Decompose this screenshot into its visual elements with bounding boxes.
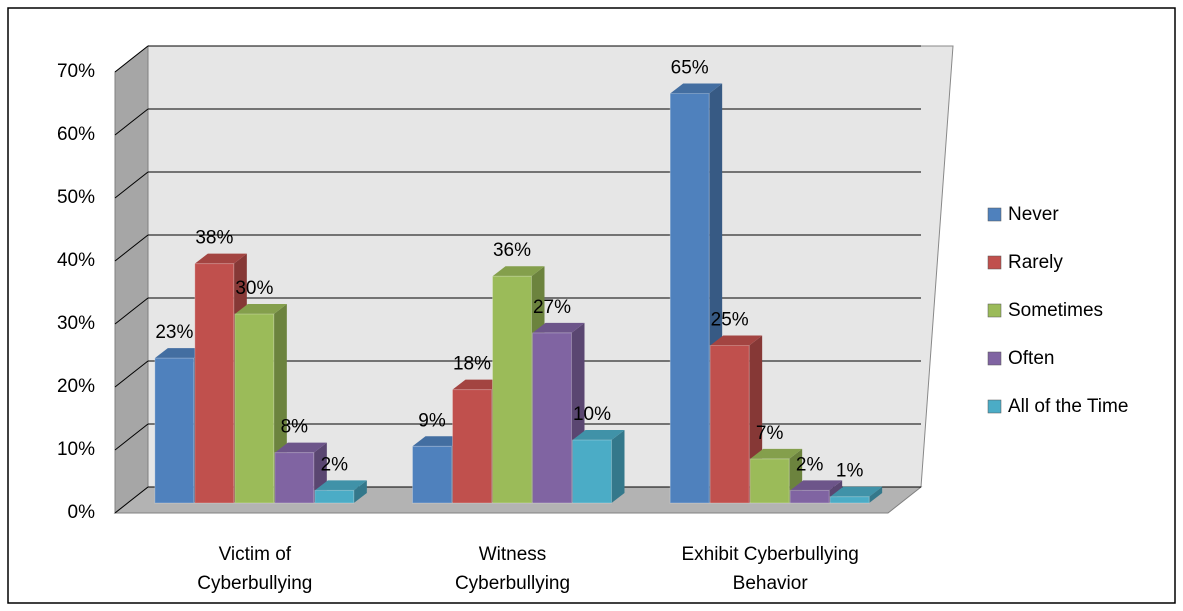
data-label: 27% [533, 297, 571, 318]
bar-top [194, 253, 247, 264]
bar-top [532, 322, 585, 333]
data-label: 23% [155, 322, 193, 343]
legend-swatch [987, 351, 1002, 366]
bar [234, 313, 275, 504]
legend-swatch [987, 399, 1002, 414]
bar-top [492, 266, 545, 277]
legend-label: Sometimes [1008, 300, 1103, 321]
grid-line-side [114, 234, 149, 262]
bar-top [710, 335, 763, 346]
bar-top [314, 480, 367, 491]
data-label: 38% [195, 228, 233, 249]
grid-line-side [114, 171, 149, 199]
x-tick-label: Exhibit Cyberbullying Behavior [681, 544, 858, 594]
bar-top [412, 436, 465, 447]
legend-swatch [987, 303, 1002, 318]
bar [749, 458, 790, 504]
data-label: 10% [573, 404, 611, 425]
bar [829, 496, 870, 504]
bar [532, 332, 572, 504]
bar [492, 275, 532, 504]
legend-label: Never [1008, 204, 1059, 225]
bar-top [830, 486, 883, 497]
y-tick-label: 10% [57, 439, 95, 460]
legend-label: All of the Time [1008, 396, 1128, 417]
bar-top [154, 348, 207, 359]
data-label: 25% [711, 310, 749, 331]
bar [452, 389, 492, 504]
data-label: 7% [756, 423, 784, 444]
data-label: 2% [796, 454, 824, 475]
bar-side [611, 430, 625, 503]
y-tick-label: 40% [57, 250, 95, 271]
legend-swatch [987, 255, 1002, 270]
bar [789, 489, 830, 504]
bar-top [234, 304, 287, 314]
bar-top [750, 448, 803, 459]
y-tick-label: 20% [57, 376, 95, 397]
bar-top [670, 83, 723, 94]
bar-top [790, 480, 843, 491]
bar-top [572, 430, 625, 440]
grid-line-side [114, 423, 149, 451]
bar [572, 439, 612, 504]
data-label: 2% [321, 454, 349, 475]
legend-swatch [987, 207, 1002, 222]
legend-label: Rarely [1008, 252, 1063, 273]
bar [412, 445, 452, 504]
y-tick-label: 0% [68, 502, 96, 523]
bar [314, 489, 355, 504]
bar [154, 357, 195, 504]
bar-top [452, 379, 505, 390]
legend-label: Often [1008, 348, 1054, 369]
data-label: 65% [671, 58, 709, 79]
data-label: 36% [493, 240, 531, 261]
bar [709, 345, 750, 504]
x-tick-label: Victim of Cyberbullying [197, 544, 312, 594]
data-label: 30% [235, 278, 273, 299]
data-label: 1% [836, 461, 864, 482]
grid-line-side [114, 297, 149, 325]
x-tick-label: Witness Cyberbullying [455, 544, 570, 594]
bar [274, 452, 315, 504]
bar [669, 93, 710, 504]
bar-top [274, 442, 327, 453]
left-wall [114, 44, 149, 515]
bar [194, 263, 235, 504]
grid-line-side [114, 108, 149, 136]
data-label: 8% [281, 417, 309, 438]
data-label: 9% [418, 410, 446, 431]
data-label: 18% [453, 354, 491, 375]
y-tick-label: 60% [57, 124, 95, 145]
y-tick-label: 70% [57, 61, 95, 82]
bar-side [353, 480, 367, 503]
bar-side [869, 486, 883, 503]
y-tick-label: 50% [57, 187, 95, 208]
grid-line-side [114, 45, 149, 73]
y-tick-label: 30% [57, 313, 95, 334]
grid-line-side [114, 486, 149, 514]
grid-line-side [114, 360, 149, 388]
